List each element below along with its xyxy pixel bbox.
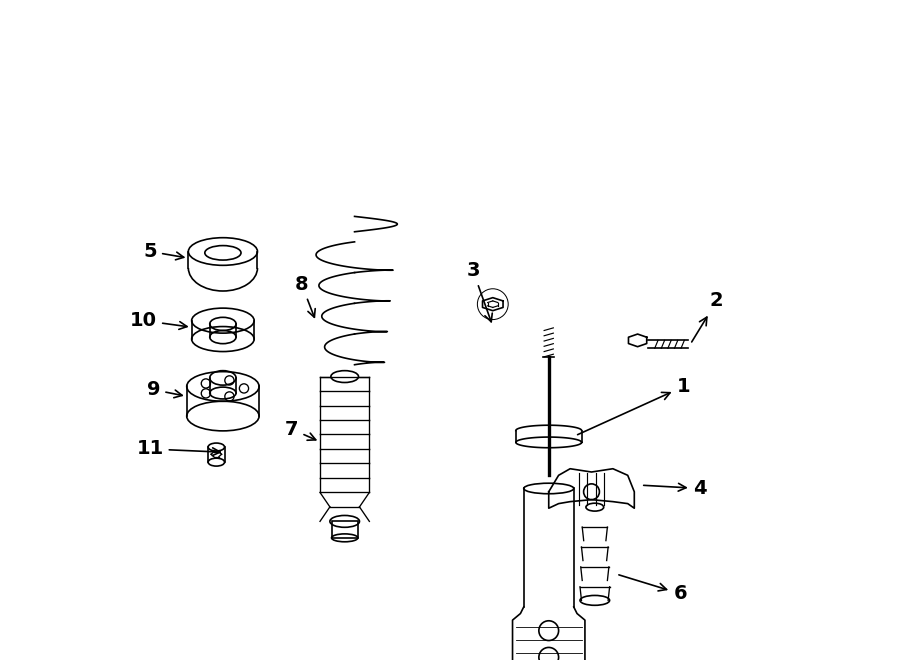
- Text: 4: 4: [644, 479, 707, 498]
- Text: 6: 6: [619, 575, 688, 603]
- Text: 2: 2: [692, 292, 724, 342]
- Text: 7: 7: [285, 420, 316, 440]
- Text: 10: 10: [130, 311, 187, 330]
- Text: 1: 1: [578, 377, 690, 435]
- Text: 3: 3: [466, 261, 492, 322]
- Text: 11: 11: [137, 440, 220, 459]
- Text: 8: 8: [295, 275, 315, 317]
- Text: 9: 9: [147, 380, 182, 399]
- Text: 5: 5: [143, 242, 184, 261]
